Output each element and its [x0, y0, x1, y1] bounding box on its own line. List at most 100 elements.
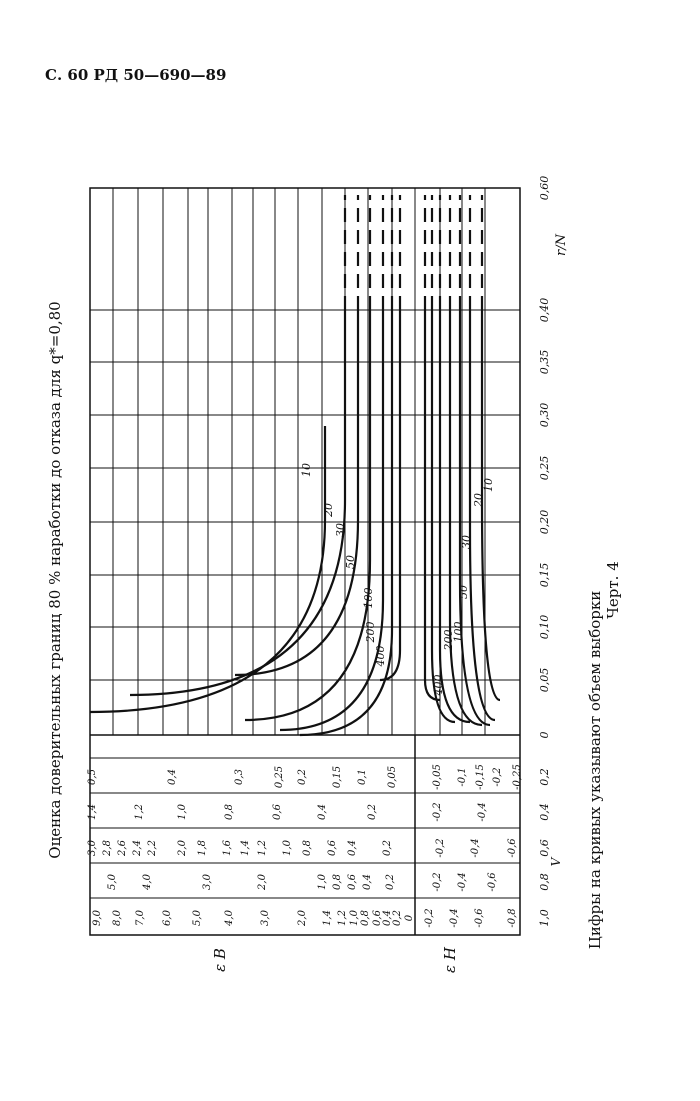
- curve-label: 100: [362, 588, 375, 609]
- scale-label: 0,2: [382, 840, 393, 856]
- scale-label: 1,2: [134, 804, 145, 820]
- scale-label: 0,4: [382, 910, 393, 926]
- scale-label: -0,4: [477, 802, 488, 821]
- scale-label: 0,4: [317, 804, 328, 820]
- scale-label: 2,2: [147, 840, 158, 857]
- curve: [468, 310, 496, 722]
- x-tick-label: 0,15: [538, 563, 551, 588]
- figure-title: Оценка доверительных границ 80 % наработ…: [46, 301, 64, 858]
- scale-label: 1,6: [222, 839, 233, 856]
- eps-lower-label: ε Н: [441, 946, 459, 973]
- scale-label: 2,0: [257, 873, 268, 891]
- scale-label: 0,2: [297, 769, 308, 785]
- scale-label: 6,0: [162, 909, 173, 926]
- figure-number: Черт. 4: [604, 561, 622, 618]
- curve: [89, 440, 327, 714]
- scale-label: -0,6: [487, 872, 498, 892]
- scale-label: 7,0: [135, 909, 146, 926]
- scale-label: -0,4: [470, 838, 481, 857]
- chart-frame: [89, 187, 521, 936]
- curve: [448, 310, 483, 727]
- figure-note: Цифры на кривых указывают объем выборки: [586, 591, 604, 950]
- scale-label: -0,05: [432, 764, 443, 790]
- scale-label: 1,0: [317, 873, 328, 890]
- curve: [234, 310, 360, 677]
- scale-label: -0,2: [432, 872, 443, 891]
- scale-label: 1,2: [337, 910, 348, 926]
- curve: [244, 310, 372, 722]
- curve-label: 20: [322, 503, 335, 518]
- scale-label: 2,8: [102, 840, 113, 857]
- v-label: 0,8: [538, 873, 551, 891]
- v-label: 0,2: [538, 768, 551, 786]
- scale-label: 9,0: [92, 909, 103, 926]
- x-tick-label: 0: [538, 732, 551, 739]
- x-tick-label: 0,25: [538, 456, 551, 481]
- scale-label: 1,2: [257, 840, 268, 856]
- curve: [480, 310, 501, 702]
- scale-label: 2,6: [117, 839, 128, 857]
- curve: [458, 310, 491, 727]
- x-axis-label: r/N: [554, 233, 569, 256]
- scale-label: -0,6: [474, 908, 485, 928]
- scale-label: 0,1: [357, 769, 368, 785]
- curve-label: 30: [334, 523, 347, 537]
- x-tick-label: 0,05: [538, 668, 551, 693]
- scale-label: 1,4: [87, 804, 98, 820]
- x-tick-label: 0,10: [538, 615, 551, 640]
- curve-label: 200: [364, 622, 377, 644]
- scale-label: 1,4: [322, 910, 333, 926]
- scale-label: 5,0: [107, 873, 118, 890]
- scale-label: 0,8: [332, 874, 343, 890]
- scale-label: -0,4: [449, 908, 460, 927]
- scale-label: 1,8: [197, 840, 208, 856]
- scale-label: -0,2: [424, 908, 435, 927]
- x-tick-label: 0,40: [538, 298, 551, 323]
- scale-label: -0,25: [512, 764, 523, 790]
- scale-label: 0,8: [360, 910, 371, 926]
- x-tick-label: 0,35: [538, 350, 551, 375]
- scale-label: 0,2: [392, 910, 403, 926]
- x-tick-label: 0,30: [538, 403, 551, 428]
- scale-label: -0,4: [457, 872, 468, 891]
- scale-label: 4,0: [224, 909, 235, 927]
- curve-label: 10: [300, 463, 313, 477]
- scale-label: 0: [404, 914, 415, 921]
- scale-label: 0,5: [87, 769, 98, 785]
- scale-label: 0,6: [372, 909, 383, 926]
- curve: [279, 310, 385, 732]
- x-tick-label: 0,20: [538, 510, 551, 535]
- scale-label: 0,6: [272, 803, 283, 820]
- scale-label: 0,3: [234, 769, 245, 785]
- curve: [129, 310, 347, 697]
- scale-label: 5,0: [192, 909, 203, 926]
- scale-label: -0,2: [435, 838, 446, 857]
- scale-label: 2,0: [297, 909, 308, 927]
- scale-label: 2,0: [177, 839, 188, 857]
- scale-label: 1,0: [349, 909, 360, 926]
- scale-label: 8,0: [112, 909, 123, 926]
- scale-label: -0,8: [507, 908, 518, 927]
- curve-label: 400: [374, 646, 387, 668]
- scale-label: -0,6: [507, 838, 518, 858]
- scale-label: -0,2: [492, 767, 503, 786]
- curve-label: 10: [482, 478, 495, 492]
- curve: [438, 310, 471, 724]
- scale-label: 0,05: [387, 766, 398, 788]
- v-label: 1,0: [538, 909, 551, 927]
- scale-label: 3,0: [87, 839, 98, 856]
- x-tick-label: 0,60: [538, 176, 551, 201]
- curve: [379, 310, 402, 682]
- v-label: 0,6: [538, 839, 551, 857]
- scale-label: 2,4: [132, 840, 143, 857]
- scale-label: 0,4: [362, 874, 373, 890]
- scale-label: 3,0: [202, 873, 213, 890]
- scale-label: 0,6: [327, 839, 338, 856]
- scale-label: 0,4: [167, 769, 178, 785]
- scale-label: -0,15: [475, 764, 486, 790]
- curve: [299, 310, 394, 737]
- curve-label: 100: [452, 622, 465, 643]
- scale-label: -0,2: [432, 802, 443, 821]
